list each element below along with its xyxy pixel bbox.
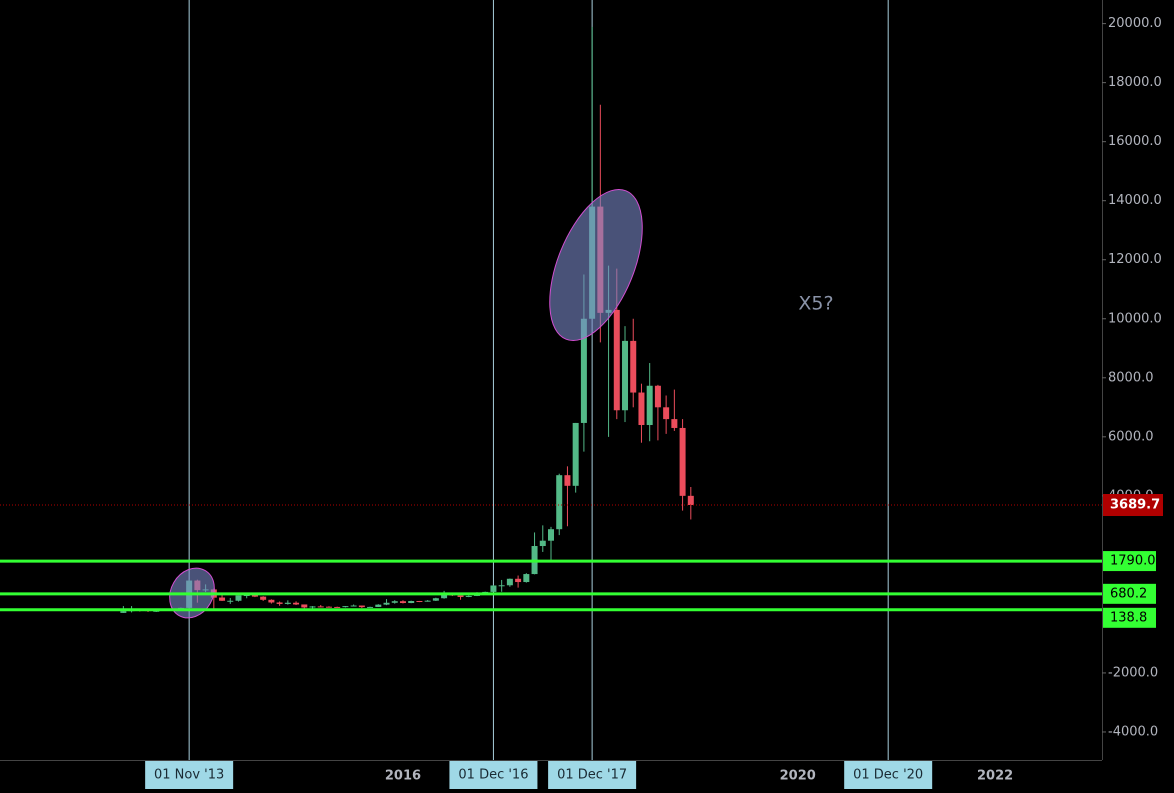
- last-price-box: [1103, 494, 1163, 517]
- candle-body: [317, 606, 324, 608]
- candle-body: [251, 595, 258, 597]
- candle-body: [523, 574, 530, 583]
- candle-body: [301, 604, 308, 608]
- candle-body: [679, 427, 686, 496]
- candle-body: [243, 595, 250, 597]
- candle-body: [325, 606, 332, 608]
- candle-body: [441, 594, 448, 599]
- candle-body: [457, 595, 464, 597]
- candle-body: [613, 309, 620, 411]
- candle-body: [572, 422, 579, 486]
- y-tick-label: 14000.0: [1108, 193, 1162, 208]
- candle-body: [498, 585, 505, 587]
- x-tick-label: 2020: [780, 769, 816, 784]
- marker-label: 01 Dec '20: [853, 768, 923, 783]
- candle-body: [350, 605, 357, 607]
- candle-body: [399, 601, 406, 604]
- y-tick-label: 10000.0: [1108, 311, 1162, 326]
- candle-body: [227, 600, 234, 602]
- candle-body: [276, 602, 283, 604]
- marker-label: 01 Dec '17: [557, 768, 627, 783]
- candle-body: [671, 419, 678, 428]
- candle-body: [235, 595, 242, 601]
- candle-body: [556, 475, 563, 530]
- candle-body: [490, 585, 497, 592]
- candle-body: [506, 578, 513, 586]
- candle-body: [309, 606, 316, 608]
- candle-body: [375, 604, 382, 607]
- candle-body: [646, 385, 653, 426]
- last-price-label: 3689.7: [1110, 498, 1160, 513]
- marker-label-box: [145, 761, 234, 789]
- level-label: 680.2: [1110, 586, 1147, 601]
- marker-label: 01 Nov '13: [154, 768, 224, 783]
- candle-body: [630, 340, 637, 393]
- y-tick-label: 18000.0: [1108, 75, 1162, 90]
- annotation: X5?: [798, 293, 833, 315]
- candle-body: [432, 598, 439, 601]
- candle-body: [548, 529, 554, 541]
- y-tick-label: 6000.0: [1108, 429, 1154, 444]
- candle-body: [120, 611, 127, 613]
- candle-body: [342, 606, 349, 608]
- candle-body: [219, 597, 226, 601]
- candle-body: [408, 601, 415, 604]
- candle-body: [260, 596, 267, 600]
- highlight-ellipse: [549, 188, 643, 342]
- y-tick-label: -2000.0: [1108, 665, 1158, 680]
- x-tick-label: 2016: [385, 769, 421, 784]
- marker-label-box: [844, 761, 933, 789]
- candle-body: [564, 475, 571, 486]
- level-label: 138.8: [1110, 610, 1147, 625]
- y-tick-label: 20000.0: [1108, 16, 1162, 31]
- candle-body: [465, 595, 472, 597]
- y-tick-label: 12000.0: [1108, 252, 1162, 267]
- candle-body: [663, 407, 670, 420]
- level-label-box: [1103, 607, 1156, 628]
- candle-body: [580, 318, 587, 423]
- level-label: 1790.0: [1110, 554, 1156, 569]
- candle-body: [424, 600, 431, 602]
- candle-body: [622, 340, 629, 411]
- candle-body: [416, 601, 423, 603]
- marker-label: 01 Dec '16: [458, 768, 528, 783]
- candle-body: [383, 602, 390, 605]
- level-label-box: [1103, 583, 1156, 604]
- candle-body: [358, 605, 365, 608]
- candle-body: [687, 495, 694, 505]
- candle-body: [515, 578, 522, 583]
- y-tick-label: 8000.0: [1108, 370, 1154, 385]
- candle-body: [367, 606, 374, 608]
- candle-body: [268, 599, 275, 603]
- y-tick-label: -4000.0: [1108, 724, 1158, 739]
- candle-body: [654, 385, 661, 408]
- candle-body: [391, 601, 398, 603]
- level-label-box: [1103, 551, 1156, 572]
- candle-body: [638, 392, 645, 426]
- y-tick-label: 16000.0: [1108, 134, 1162, 149]
- candle-body: [334, 606, 341, 608]
- x-tick-label: 2022: [977, 769, 1013, 784]
- candle-body: [284, 602, 291, 604]
- candle-body: [539, 540, 546, 547]
- candle-body: [293, 602, 300, 605]
- marker-label-box: [548, 761, 637, 789]
- marker-label-box: [449, 761, 538, 789]
